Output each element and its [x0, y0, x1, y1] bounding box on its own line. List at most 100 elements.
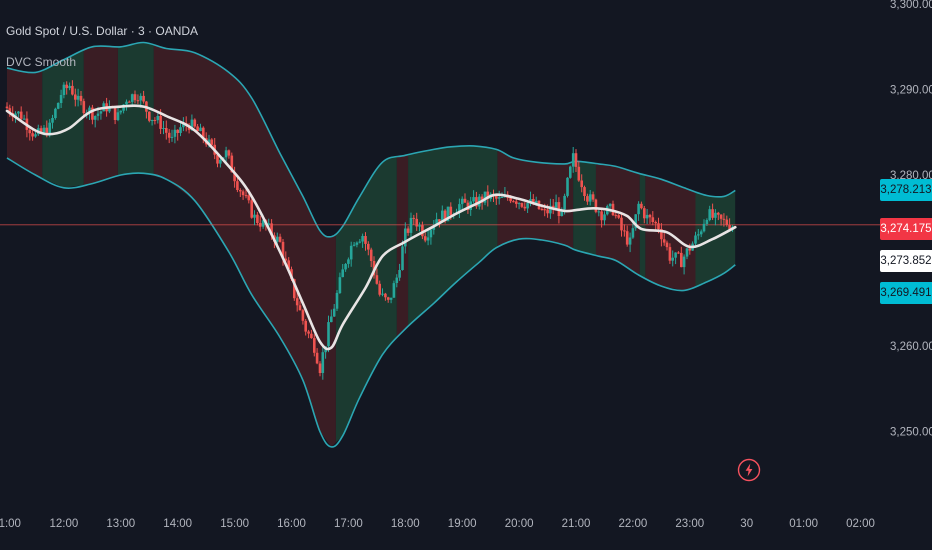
candle-up — [338, 277, 342, 293]
candle-up — [261, 220, 265, 227]
candle-down — [196, 126, 199, 131]
candle-up — [389, 297, 393, 300]
candle-up — [327, 322, 330, 347]
candle-down — [378, 283, 381, 295]
candle-up — [54, 108, 57, 118]
candle-up — [330, 316, 333, 323]
candle-up — [332, 308, 336, 317]
candle-up — [88, 107, 91, 113]
candle-up — [59, 95, 63, 103]
regime-fill-bull — [639, 42, 646, 447]
candle-down — [614, 215, 618, 217]
candle-down — [406, 228, 410, 233]
candle-down — [74, 94, 77, 100]
lightning-icon[interactable] — [737, 458, 761, 482]
candle-down — [227, 150, 231, 156]
candle-up — [708, 209, 711, 220]
candle-down — [79, 95, 83, 102]
last-price-tag: 3,274.175 — [880, 218, 932, 240]
candle-down — [643, 208, 646, 219]
candle-up — [517, 203, 521, 205]
candle-up — [156, 116, 160, 121]
midline-price-tag: 3,273.852 — [880, 250, 932, 272]
candle-down — [415, 218, 418, 227]
candle-down — [677, 252, 680, 254]
candle-up — [429, 229, 433, 238]
x-tick-label: 22:00 — [619, 518, 648, 530]
indicator-label[interactable]: DVC Smooth — [6, 55, 77, 69]
candle-up — [714, 212, 717, 218]
candle-down — [640, 203, 643, 209]
candle-up — [441, 210, 444, 222]
candle-down — [375, 275, 379, 284]
candle-down — [142, 95, 145, 102]
candle-down — [728, 225, 731, 230]
candle-down — [270, 223, 273, 236]
regime-fill-bear — [595, 42, 640, 447]
regime-fill-bull — [335, 42, 397, 447]
candle-up — [588, 194, 592, 202]
symbol-title[interactable]: Gold Spot / U.S. Dollar · 3 · OANDA — [6, 24, 199, 38]
x-tick-label: 18:00 — [391, 518, 420, 530]
x-tick-label: 17:00 — [334, 518, 363, 530]
regime-fill-bull — [573, 42, 596, 447]
candle-down — [28, 129, 32, 134]
candle-up — [93, 116, 97, 120]
candle-up — [358, 241, 362, 243]
candle-down — [82, 101, 86, 114]
candle-up — [694, 235, 697, 244]
candle-down — [8, 108, 12, 113]
candle-down — [210, 139, 214, 145]
y-tick-label: 3,250.000 — [890, 427, 932, 439]
candle-up — [472, 197, 475, 202]
candle-up — [207, 139, 211, 145]
candle-up — [435, 219, 438, 226]
candle-down — [577, 166, 581, 181]
candle-down — [617, 215, 620, 218]
candle-down — [540, 209, 544, 210]
candle-down — [532, 199, 535, 205]
candle-down — [421, 225, 424, 237]
candle-down — [600, 211, 603, 221]
candle-down — [148, 111, 151, 121]
midline — [5, 104, 737, 351]
candle-up — [219, 159, 222, 164]
candle-up — [276, 236, 279, 242]
candle-down — [367, 243, 370, 250]
candle-up — [460, 198, 464, 205]
candle-down — [625, 231, 629, 245]
x-tick-label: 13:00 — [106, 518, 135, 530]
candle-down — [660, 229, 663, 240]
candle-up — [631, 228, 635, 238]
candle-down — [668, 247, 672, 261]
x-tick-label: 20:00 — [505, 518, 534, 530]
candle-up — [42, 127, 46, 133]
candle-down — [239, 190, 242, 192]
candle-down — [256, 214, 259, 223]
candle-down — [216, 154, 219, 164]
candle-down — [230, 155, 234, 173]
candle-down — [665, 242, 669, 248]
candle-up — [702, 223, 706, 232]
candle-up — [48, 122, 51, 136]
candle-up — [355, 242, 359, 245]
candle-up — [68, 85, 71, 89]
candle-down — [586, 196, 589, 202]
candle-up — [526, 203, 529, 209]
candle-up — [705, 220, 709, 224]
candle-down — [287, 260, 290, 270]
candle-up — [56, 103, 60, 109]
candle-up — [398, 270, 401, 278]
candle-up — [645, 214, 649, 219]
candle-up — [267, 223, 270, 226]
candle-up — [139, 95, 142, 101]
candle-up — [549, 205, 552, 214]
candle-up — [173, 129, 177, 137]
candle-down — [236, 181, 239, 190]
candle-down — [657, 223, 660, 230]
candle-up — [674, 252, 677, 258]
candle-down — [159, 116, 162, 129]
candle-up — [697, 234, 700, 236]
candle-up — [458, 204, 461, 213]
